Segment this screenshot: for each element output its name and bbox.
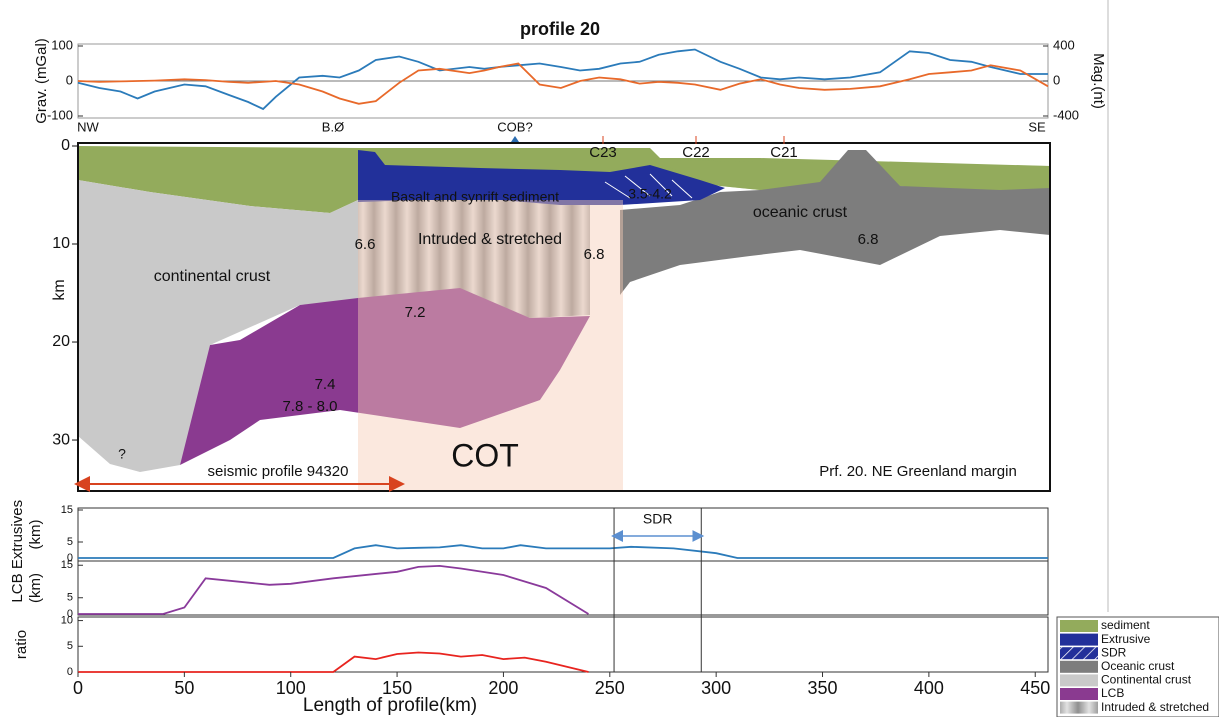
legend-swatch <box>1060 688 1098 700</box>
cross-section <box>78 136 1050 491</box>
legend-label: Intruded & stretched <box>1101 700 1209 714</box>
section-label: 7.8 - 8.0 <box>282 398 337 415</box>
y-axis-label: (km) <box>27 573 44 603</box>
section-label: 7.2 <box>405 304 426 321</box>
figure: profile 20 -1000100-4000400Grav. (mGal)M… <box>0 0 1219 717</box>
y2-axis-label: Mag.(nt) <box>1090 53 1107 109</box>
section-label: 6.8 <box>858 231 879 248</box>
ratio-frame <box>78 617 1048 672</box>
data-line <box>78 653 589 673</box>
section-label: Basalt and synrift sediment <box>391 189 559 205</box>
section-label: COB? <box>497 119 532 134</box>
section-label: C21 <box>770 144 798 161</box>
extrusives-frame <box>78 508 1048 561</box>
legend-label: SDR <box>1101 645 1127 659</box>
data-line <box>78 566 589 614</box>
y-tick-label: 15 <box>61 504 73 516</box>
data-line <box>78 64 1048 104</box>
y-tick-label: 10 <box>52 235 70 252</box>
x-axis-label: Length of profile(km) <box>303 695 477 716</box>
y-tick-label: 10 <box>61 614 73 626</box>
lcb-frame <box>78 561 1048 615</box>
section-label: B.Ø <box>322 119 344 134</box>
y-tick-label: 20 <box>52 333 70 350</box>
y-tick-label: 0 <box>66 72 73 87</box>
x-tick-label: 450 <box>1020 678 1050 698</box>
section-label: Intruded & stretched <box>418 231 562 248</box>
data-line <box>78 50 1048 110</box>
data-line <box>78 545 1048 558</box>
sdr-label: SDR <box>643 511 673 527</box>
chart-title: profile 20 <box>520 19 600 39</box>
y-tick-label: 30 <box>52 431 70 448</box>
y2-tick-label: 0 <box>1053 72 1060 87</box>
section-label: oceanic crust <box>753 204 848 221</box>
cob-marker <box>511 136 519 142</box>
y-axis-label: Extrusives <box>9 500 26 569</box>
y-tick-label: 5 <box>67 640 73 652</box>
x-tick-label: 250 <box>595 678 625 698</box>
x-tick-label: 200 <box>488 678 518 698</box>
legend-swatch <box>1060 647 1098 659</box>
x-tick-label: 100 <box>276 678 306 698</box>
section-label: C22 <box>682 144 710 161</box>
legend-swatch <box>1060 674 1098 686</box>
section-label: 3.5-4.2 <box>628 186 672 202</box>
section-label: 7.4 <box>315 376 336 393</box>
legend-swatch <box>1060 620 1098 632</box>
page: profile 20 -1000100-4000400Grav. (mGal)M… <box>0 0 1219 717</box>
x-tick-label: 50 <box>174 678 194 698</box>
background <box>0 0 1108 15</box>
y-axis-label: LCB <box>9 573 26 602</box>
section-label: 6.6 <box>355 236 376 253</box>
x-tick-label: 350 <box>807 678 837 698</box>
legend-label: LCB <box>1101 686 1124 700</box>
y-tick-label: 100 <box>51 37 73 52</box>
section-label: ? <box>118 446 126 462</box>
y-tick-label: 0 <box>61 137 70 154</box>
legend-label: sediment <box>1101 618 1150 632</box>
y-tick-label: 5 <box>67 592 73 604</box>
y-axis-label: ratio <box>13 630 30 659</box>
y2-tick-label: -400 <box>1053 107 1079 122</box>
y-axis-label: Grav. (mGal) <box>33 38 50 124</box>
y-tick-label: -100 <box>47 107 73 122</box>
section-label: seismic profile 94320 <box>208 463 349 480</box>
x-tick-label: 300 <box>701 678 731 698</box>
section-label: 6.8 <box>584 246 605 263</box>
section-label: SE <box>1028 119 1046 134</box>
legend-swatch <box>1060 661 1098 673</box>
y2-tick-label: 400 <box>1053 37 1075 52</box>
y-axis-label: km <box>51 279 68 300</box>
legend-swatch <box>1060 702 1098 714</box>
y-tick-label: 5 <box>67 536 73 548</box>
x-tick-label: 400 <box>914 678 944 698</box>
y-tick-label: 15 <box>61 559 73 571</box>
section-label: C23 <box>589 144 617 161</box>
y-axis-label: (km) <box>27 520 44 550</box>
section-label: Prf. 20. NE Greenland margin <box>819 463 1017 480</box>
section-label: continental crust <box>154 268 271 285</box>
legend-label: Extrusive <box>1101 632 1151 646</box>
section-label: NW <box>77 119 99 134</box>
x-tick-label: 0 <box>73 678 83 698</box>
section-label: COT <box>451 437 519 473</box>
legend-label: Oceanic crust <box>1101 659 1175 673</box>
legend-label: Continental crust <box>1101 673 1192 687</box>
y-tick-label: 0 <box>67 666 73 678</box>
legend-swatch <box>1060 634 1098 646</box>
